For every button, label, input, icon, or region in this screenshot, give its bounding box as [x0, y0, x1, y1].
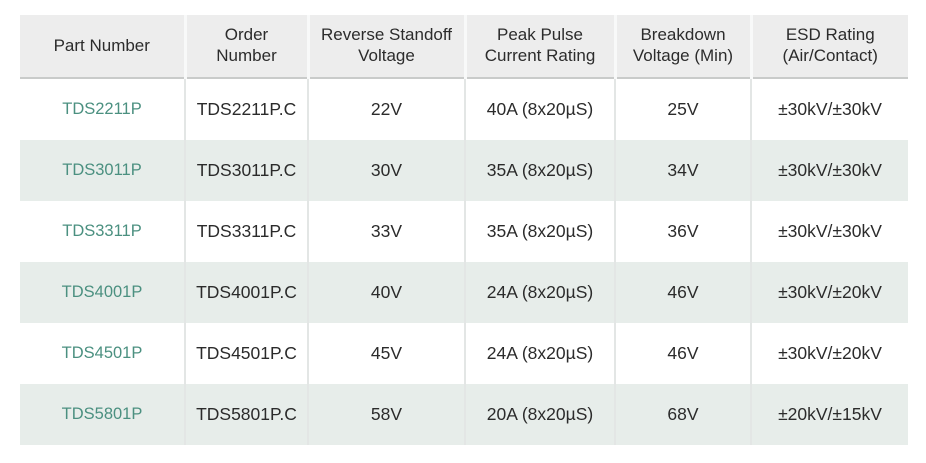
reverse-standoff-voltage-cell: 30V — [307, 140, 465, 201]
breakdown-voltage-cell: 46V — [614, 262, 751, 323]
esd-rating-cell: ±30kV/±20kV — [750, 262, 908, 323]
order-number-cell: TDS4001P.C — [184, 262, 308, 323]
esd-rating-cell: ±30kV/±30kV — [750, 78, 908, 140]
header-row: Part Number Order Number Reverse Standof… — [20, 15, 908, 79]
breakdown-voltage-cell: 25V — [614, 78, 751, 140]
col-header-part-number: Part Number — [20, 15, 185, 79]
part-number-link[interactable]: TDS2211P — [20, 78, 185, 140]
order-number-cell: TDS4501P.C — [184, 323, 308, 384]
reverse-standoff-voltage-cell: 22V — [307, 78, 465, 140]
breakdown-voltage-cell: 34V — [614, 140, 751, 201]
col-header-peak-pulse-current-rating: Peak Pulse Current Rating — [463, 15, 615, 79]
table-body: TDS2211P TDS2211P.C 22V 40A (8x20µS) 25V… — [20, 78, 908, 445]
part-number-link[interactable]: TDS3311P — [20, 201, 185, 262]
peak-pulse-current-cell: 35A (8x20µS) — [464, 201, 615, 262]
esd-rating-cell: ±30kV/±20kV — [750, 323, 908, 384]
part-number-link[interactable]: TDS5801P — [20, 384, 185, 445]
table-row: TDS3011P TDS3011P.C 30V 35A (8x20µS) 34V… — [20, 140, 908, 201]
reverse-standoff-voltage-cell: 33V — [307, 201, 465, 262]
breakdown-voltage-cell: 36V — [614, 201, 751, 262]
part-number-link[interactable]: TDS4501P — [20, 323, 185, 384]
esd-rating-cell: ±30kV/±30kV — [750, 201, 908, 262]
table-row: TDS2211P TDS2211P.C 22V 40A (8x20µS) 25V… — [20, 78, 908, 140]
order-number-cell: TDS3011P.C — [184, 140, 308, 201]
reverse-standoff-voltage-cell: 40V — [307, 262, 465, 323]
peak-pulse-current-cell: 20A (8x20µS) — [464, 384, 615, 445]
peak-pulse-current-cell: 35A (8x20µS) — [464, 140, 615, 201]
table-row: TDS5801P TDS5801P.C 58V 20A (8x20µS) 68V… — [20, 384, 908, 445]
esd-rating-cell: ±30kV/±30kV — [750, 140, 908, 201]
col-header-order-number: Order Number — [183, 15, 308, 79]
table-row: TDS4001P TDS4001P.C 40V 24A (8x20µS) 46V… — [20, 262, 908, 323]
parts-spec-table: Part Number Order Number Reverse Standof… — [20, 15, 908, 445]
col-header-breakdown-voltage-min: Breakdown Voltage (Min) — [613, 15, 751, 79]
part-number-link[interactable]: TDS3011P — [20, 140, 185, 201]
col-header-esd-rating: ESD Rating (Air/Contact) — [749, 15, 908, 79]
breakdown-voltage-cell: 46V — [614, 323, 751, 384]
peak-pulse-current-cell: 40A (8x20µS) — [464, 78, 615, 140]
part-number-link[interactable]: TDS4001P — [20, 262, 185, 323]
order-number-cell: TDS2211P.C — [184, 78, 308, 140]
order-number-cell: TDS5801P.C — [184, 384, 308, 445]
breakdown-voltage-cell: 68V — [614, 384, 751, 445]
col-header-reverse-standoff-voltage: Reverse Standoff Voltage — [306, 15, 465, 79]
reverse-standoff-voltage-cell: 58V — [307, 384, 465, 445]
peak-pulse-current-cell: 24A (8x20µS) — [464, 323, 615, 384]
table-row: TDS4501P TDS4501P.C 45V 24A (8x20µS) 46V… — [20, 323, 908, 384]
reverse-standoff-voltage-cell: 45V — [307, 323, 465, 384]
esd-rating-cell: ±20kV/±15kV — [750, 384, 908, 445]
peak-pulse-current-cell: 24A (8x20µS) — [464, 262, 615, 323]
table-header: Part Number Order Number Reverse Standof… — [20, 15, 908, 79]
table-row: TDS3311P TDS3311P.C 33V 35A (8x20µS) 36V… — [20, 201, 908, 262]
order-number-cell: TDS3311P.C — [184, 201, 308, 262]
